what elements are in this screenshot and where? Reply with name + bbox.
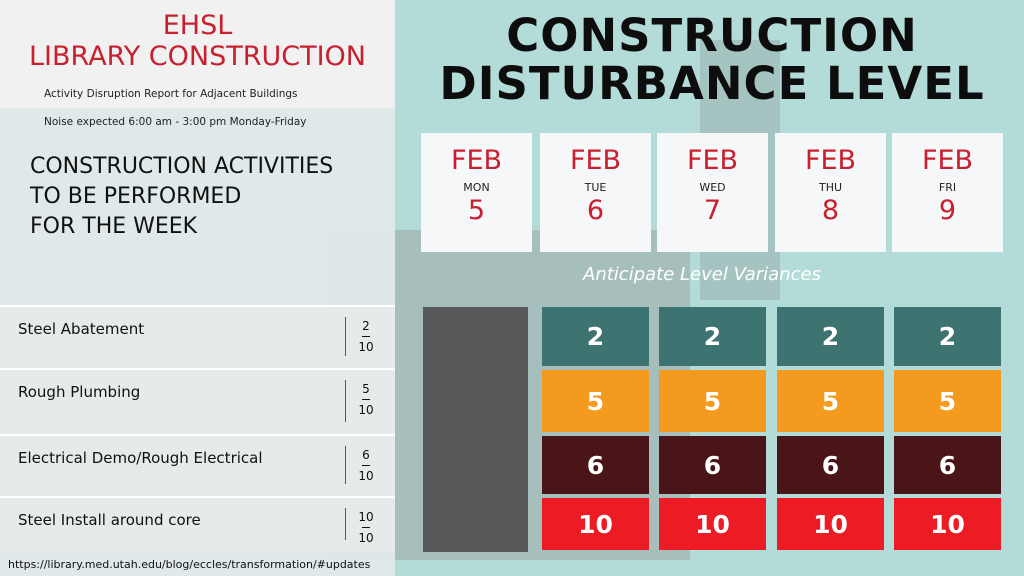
day-weekday: TUE (584, 181, 607, 194)
main-title-line: DISTURBANCE LEVEL (439, 57, 985, 110)
divider (345, 508, 346, 540)
note: Noise expected 6:00 am - 3:00 pm Monday-… (44, 116, 307, 128)
activities-heading: CONSTRUCTION ACTIVITIES TO BE PERFORMED … (30, 152, 333, 242)
day-weekday: FRI (938, 181, 957, 194)
level-cell: 10 (894, 498, 1001, 550)
row-background (0, 434, 395, 496)
level-cell: 5 (777, 370, 884, 432)
day-weekday: MON (463, 181, 490, 194)
activity-name: Electrical Demo/Rough Electrical (18, 449, 263, 467)
level-cell: 6 (542, 436, 649, 494)
rating-numerator: 6 (362, 448, 370, 462)
subtitle: Activity Disruption Report for Adjacent … (44, 88, 298, 100)
rating-denominator: 10 (358, 531, 374, 545)
day-number: 9 (938, 195, 957, 226)
level-cell: 2 (894, 307, 1001, 366)
heading-line: CONSTRUCTION ACTIVITIES (30, 154, 334, 179)
day-number: 5 (467, 195, 486, 226)
level-cell: 6 (894, 436, 1001, 494)
day-weekday: WED (699, 181, 726, 194)
day-number: 6 (586, 195, 605, 226)
main-title-line: CONSTRUCTION (506, 9, 918, 62)
level-cell: 5 (659, 370, 766, 432)
level-cell: 10 (659, 498, 766, 550)
divider (345, 446, 346, 484)
level-cell: 6 (777, 436, 884, 494)
day-card: FEB TUE 6 (540, 133, 651, 252)
day-month: FEB (921, 145, 974, 176)
rating: 5 10 (351, 382, 381, 417)
rating-denominator: 10 (358, 340, 374, 354)
level-cell: 5 (542, 370, 649, 432)
rating-bar (362, 399, 370, 400)
day-card: FEB FRI 9 (892, 133, 1003, 252)
heading-line: TO BE PERFORMED (30, 184, 242, 209)
heading-line: FOR THE WEEK (30, 214, 198, 239)
rating-bar (362, 336, 370, 337)
day-card: FEB WED 7 (657, 133, 768, 252)
day-number: 8 (821, 195, 840, 226)
variance-label: Anticipate Level Variances (583, 264, 821, 285)
level-cell: 2 (659, 307, 766, 366)
rating: 10 10 (351, 510, 381, 545)
day-number: 7 (703, 195, 722, 226)
title: EHSL LIBRARY CONSTRUCTION (0, 10, 395, 72)
title-line: LIBRARY CONSTRUCTION (29, 41, 366, 72)
level-cell: 6 (659, 436, 766, 494)
activity-name: Steel Abatement (18, 320, 145, 338)
rating-denominator: 10 (358, 403, 374, 417)
day-card: FEB THU 8 (775, 133, 886, 252)
header-panel (0, 0, 395, 108)
level-cell: 10 (777, 498, 884, 550)
row-background (0, 496, 395, 552)
day-weekday: THU (818, 181, 843, 194)
day-month: FEB (569, 145, 622, 176)
activity-name: Rough Plumbing (18, 383, 141, 401)
day-month: FEB (686, 145, 739, 176)
level-cell: 5 (894, 370, 1001, 432)
day-card: FEB MON 5 (421, 133, 532, 252)
level-cell: 2 (542, 307, 649, 366)
rating-bar (362, 465, 370, 466)
rating-denominator: 10 (358, 469, 374, 483)
title-line: EHSL (162, 10, 233, 41)
rating-numerator: 2 (362, 319, 370, 333)
level-cell: 10 (542, 498, 649, 550)
rating: 2 10 (351, 319, 381, 354)
divider (345, 380, 346, 422)
rating-numerator: 5 (362, 382, 370, 396)
rating-bar (362, 527, 370, 528)
day-month: FEB (804, 145, 857, 176)
divider (345, 317, 346, 356)
row-background (0, 305, 395, 368)
main-title: CONSTRUCTION DISTURBANCE LEVEL (400, 12, 1024, 108)
activity-name: Steel Install around core (18, 511, 201, 529)
level-cell: 2 (777, 307, 884, 366)
row-background (0, 368, 395, 434)
rating: 6 10 (351, 448, 381, 483)
rating-numerator: 10 (358, 510, 374, 524)
monday-block (423, 307, 528, 552)
footer-url: https://library.med.utah.edu/blog/eccles… (8, 558, 371, 571)
day-month: FEB (450, 145, 503, 176)
